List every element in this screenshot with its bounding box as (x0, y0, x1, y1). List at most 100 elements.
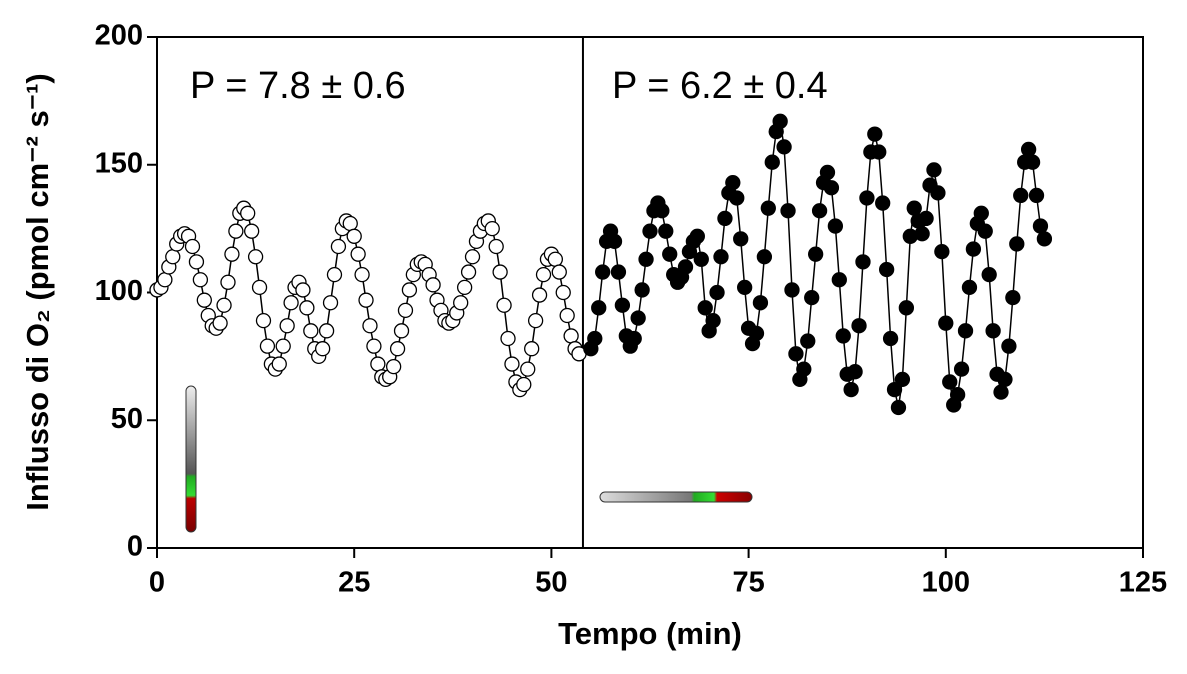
pipette-icon (185, 385, 197, 533)
data-point (882, 330, 899, 347)
data-point (642, 223, 658, 239)
x-axis-label: Tempo (min) (558, 616, 742, 651)
data-point (516, 376, 532, 393)
data-point (709, 284, 725, 301)
data-point (559, 307, 575, 324)
x-tick-label: 25 (338, 567, 370, 599)
data-point (610, 264, 627, 280)
data-point (157, 272, 173, 288)
data-point (831, 272, 847, 288)
data-point (949, 387, 966, 403)
x-tick-label: 125 (1119, 567, 1167, 599)
data-point (362, 318, 378, 334)
data-point (662, 246, 678, 262)
data-point (973, 205, 989, 221)
data-point (713, 249, 729, 265)
data-point (961, 279, 978, 296)
data-point (930, 185, 946, 201)
data-point (212, 315, 228, 331)
data-point (756, 249, 773, 265)
data-point (192, 272, 209, 288)
data-point (299, 300, 315, 316)
y-tick-label: 100 (95, 275, 143, 307)
data-point (283, 295, 299, 311)
data-point (216, 297, 232, 313)
data-point (275, 338, 291, 354)
data-point (346, 228, 362, 244)
data-point (634, 282, 650, 298)
data-point (977, 223, 993, 239)
data-point (255, 312, 272, 329)
data-point (1013, 187, 1029, 204)
data-point (630, 310, 646, 326)
data-point (934, 243, 950, 260)
data-point (1032, 218, 1049, 234)
data-point (385, 358, 402, 375)
data-point (878, 261, 895, 278)
y-axis-label: Influsso di O₂ (pmol cm⁻² s⁻¹) (20, 73, 55, 510)
data-point (220, 274, 236, 290)
data-point (772, 113, 788, 129)
data-point (295, 282, 311, 298)
data-point (496, 297, 512, 313)
data-point (188, 254, 205, 270)
data-point (796, 361, 812, 377)
data-point (894, 371, 911, 388)
data-point (626, 330, 642, 347)
data-point (827, 218, 844, 234)
data-point (890, 399, 907, 416)
data-point (823, 180, 840, 196)
data-point (184, 238, 201, 255)
data-point (807, 246, 824, 262)
data-point (228, 223, 244, 239)
data-point (531, 287, 548, 303)
data-point (1020, 141, 1037, 158)
data-point (993, 384, 1009, 400)
data-point (658, 223, 674, 239)
data-point (898, 300, 915, 316)
data-point (271, 356, 287, 372)
y-tick-label: 50 (111, 403, 143, 435)
data-point (871, 144, 887, 160)
x-tick-label: 100 (922, 567, 970, 599)
data-point (811, 203, 828, 219)
data-point (330, 238, 347, 255)
x-tick-label: 50 (535, 567, 567, 599)
data-point (322, 295, 339, 311)
data-point (1024, 154, 1041, 170)
data-point (165, 249, 181, 265)
data-point (843, 381, 859, 398)
data-point (1036, 231, 1053, 247)
data-point (397, 302, 414, 319)
data-point (760, 200, 776, 216)
data-point (244, 223, 260, 239)
data-point (358, 292, 374, 308)
data-point (460, 264, 477, 280)
data-point (366, 338, 382, 354)
data-point (425, 277, 441, 293)
data-point (938, 315, 954, 331)
data-point (520, 361, 536, 377)
data-point (326, 266, 343, 283)
data-point (587, 330, 603, 347)
data-point (547, 251, 563, 267)
data-point (918, 210, 934, 227)
data-point (677, 259, 694, 275)
data-point (733, 231, 749, 247)
annotation: P = 7.8 ± 0.6 (190, 65, 406, 107)
y-tick-label: 200 (95, 20, 143, 52)
data-point (914, 226, 930, 242)
data-point (784, 282, 800, 298)
data-point (886, 381, 903, 398)
data-point (314, 341, 331, 357)
data-point (729, 190, 745, 206)
data-point (654, 203, 670, 219)
data-point (788, 346, 804, 362)
data-point (780, 203, 796, 219)
data-point (981, 266, 997, 283)
data-point (737, 279, 753, 296)
data-point (804, 289, 820, 306)
data-point (259, 338, 276, 354)
data-point (563, 328, 579, 344)
